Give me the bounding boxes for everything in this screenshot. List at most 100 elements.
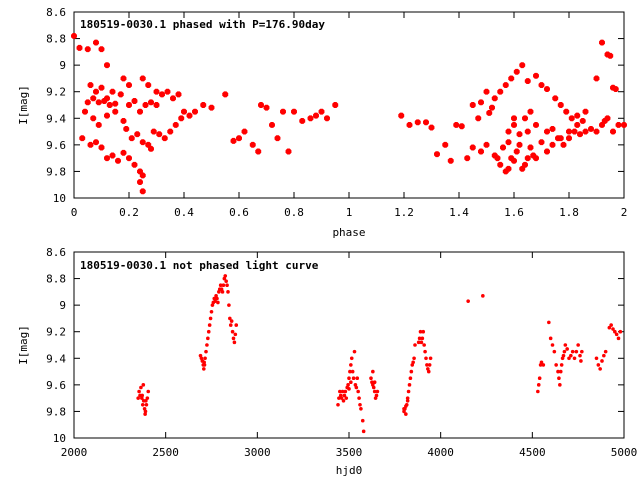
data-point: [313, 112, 319, 119]
data-point: [616, 336, 621, 341]
data-point: [153, 88, 160, 95]
data-point: [579, 117, 586, 124]
data-point: [139, 188, 146, 195]
data-point: [579, 359, 583, 363]
data-point: [164, 88, 171, 95]
data-point: [140, 396, 144, 400]
data-point: [175, 91, 182, 98]
data-point: [527, 108, 534, 115]
data-point: [341, 399, 346, 403]
data-point: [181, 108, 187, 115]
x-tick-label: 5000: [611, 446, 638, 459]
data-point: [541, 363, 546, 367]
data-point: [352, 349, 357, 354]
data-point: [414, 119, 421, 126]
data-point: [599, 39, 605, 46]
data-point: [524, 128, 531, 135]
data-point: [126, 102, 132, 108]
data-point: [405, 396, 410, 400]
data-point: [371, 385, 376, 390]
data-point: [417, 336, 422, 341]
data-point: [552, 349, 557, 354]
data-point: [280, 108, 286, 115]
data-point: [141, 383, 146, 387]
data-point: [148, 99, 154, 106]
data-point: [550, 343, 555, 347]
phased-x-axis-label: phase: [332, 226, 365, 239]
data-point: [234, 323, 239, 327]
data-point: [90, 115, 97, 122]
data-point: [307, 115, 314, 122]
data-point: [533, 155, 539, 162]
data-point: [203, 356, 207, 361]
data-point: [416, 340, 421, 345]
x-tick-label: 0.2: [119, 206, 139, 219]
data-point: [601, 117, 608, 124]
phased-data-points: [71, 32, 627, 195]
data-point: [231, 336, 236, 341]
data-point: [422, 343, 426, 347]
data-point: [571, 128, 578, 135]
data-point: [533, 121, 539, 128]
data-point: [120, 117, 127, 124]
data-point: [558, 369, 563, 374]
data-point: [104, 95, 110, 102]
data-point: [594, 356, 599, 361]
data-point: [421, 329, 426, 334]
data-point: [486, 110, 493, 116]
data-point: [511, 121, 517, 128]
data-point: [536, 389, 540, 394]
data-point: [538, 139, 545, 146]
data-point: [428, 356, 433, 361]
data-point: [497, 88, 504, 95]
data-point: [356, 389, 360, 394]
data-point: [427, 363, 432, 367]
data-point: [508, 75, 515, 82]
data-point: [143, 412, 147, 416]
data-point: [349, 380, 353, 385]
data-point: [613, 329, 617, 334]
data-point: [229, 319, 234, 323]
unphased-axis-ticks: 2000 2500 3000 3500 4000 4500 5000 8.6 8.8 9 9.2 9.…: [46, 246, 637, 459]
data-point: [447, 157, 454, 164]
y-tick-label: 10: [53, 192, 66, 205]
data-point: [84, 46, 91, 53]
data-point: [375, 389, 380, 394]
data-point: [412, 356, 416, 361]
data-point: [557, 376, 561, 381]
data-point: [98, 46, 105, 53]
x-tick-label: 2: [621, 206, 628, 219]
x-tick-label: 3000: [244, 446, 271, 459]
data-point: [559, 363, 564, 367]
data-point: [117, 91, 124, 98]
data-point: [407, 383, 412, 387]
data-point: [355, 376, 360, 381]
data-point: [192, 108, 198, 115]
data-point: [230, 329, 235, 334]
data-point: [469, 102, 476, 108]
data-point: [618, 329, 623, 334]
data-point: [505, 165, 512, 172]
data-point: [84, 99, 91, 106]
data-point: [228, 316, 232, 321]
data-point: [126, 82, 132, 89]
data-point: [411, 360, 415, 365]
y-tick-label: 8.6: [46, 6, 66, 19]
data-point: [527, 144, 534, 151]
y-tick-label: 9.6: [46, 379, 66, 392]
data-point: [358, 402, 362, 407]
data-point: [570, 349, 575, 354]
data-point: [285, 148, 292, 155]
data-point: [489, 104, 495, 111]
data-point: [593, 128, 600, 135]
data-point: [578, 353, 582, 358]
x-tick-label: 1.8: [559, 206, 579, 219]
unphased-chart-title: 180519-0030.1 not phased light curve: [80, 259, 319, 272]
data-point: [216, 300, 220, 305]
data-point: [539, 360, 544, 365]
data-point: [347, 376, 351, 381]
data-point: [554, 363, 558, 367]
data-point: [562, 349, 567, 354]
